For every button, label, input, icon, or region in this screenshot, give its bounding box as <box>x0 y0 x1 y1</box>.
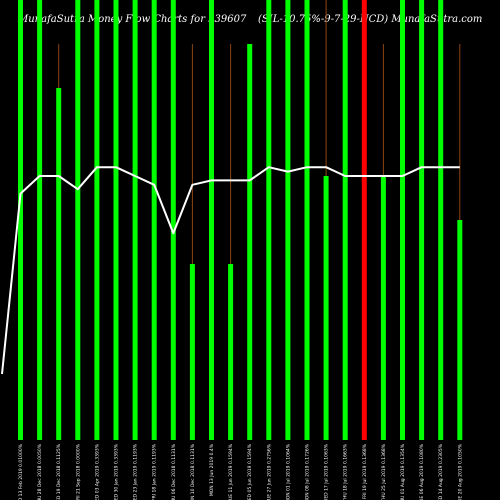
flow-bar <box>247 44 253 440</box>
flow-bar <box>438 0 444 440</box>
x-tick-label: MON 13 Jun 2019 0.4% <box>209 443 215 496</box>
x-tick-label: WED 14 Aug 2019 0.2305% <box>438 443 444 500</box>
chart-title: MunafaSutra Money Flow Charts for 939607 <box>18 14 247 25</box>
flow-bar <box>228 264 234 440</box>
x-tick-label: TUE 11 Jun 2019 0.1594% <box>228 443 234 500</box>
flow-bar <box>342 0 348 440</box>
x-tick-label: TUE 27 Jun 2019 0.2756% <box>266 443 272 500</box>
x-tick-label: MON 01 Jul 2019 0.1064% <box>285 443 291 500</box>
flow-bar <box>132 0 138 440</box>
x-tick-label: TUE 06 Aug 2019 0.1080% <box>419 443 425 500</box>
flow-bar <box>266 0 272 440</box>
flow-bar <box>400 0 405 440</box>
x-tick-label: THU 06 Dec 2018 0.1131% <box>171 443 177 500</box>
x-tick-label: THU 28 Dec 2018 0.0050% <box>37 443 43 500</box>
x-tick-label: WED 19 Dec 2018 0.1125% <box>56 443 62 500</box>
flow-bar <box>37 0 43 440</box>
x-tick-label: THU 18 Jul 2019 0.1663% <box>343 443 349 500</box>
flow-bar <box>323 176 329 440</box>
money-flow-line <box>1 166 460 375</box>
x-tick-label: MON 10 Dec 2018 0.1131% <box>190 443 196 500</box>
flow-bar <box>56 88 62 440</box>
x-tick-label: MON 08 Jul 2019 0.1726% <box>305 443 311 500</box>
x-tick-label: WED 03 Apr 2019 0.3393% <box>94 443 100 500</box>
x-tick-label: THU 01 Aug 2019 0.1354% <box>400 443 406 500</box>
flow-bar <box>380 176 386 440</box>
flow-bar <box>457 220 463 440</box>
x-tick-label: FRI 18 Jan 2019 0.1193% <box>152 443 158 500</box>
x-tick-label: WED 23 Jan 2019 0.1193% <box>133 443 139 500</box>
flow-bar <box>113 0 119 440</box>
flow-bar <box>209 0 214 440</box>
flow-bar <box>189 264 195 440</box>
x-tick-label: WED 17 Jul 2019 0.1063% <box>324 443 330 500</box>
x-tick-label: FRI 19 Jul 2019 0.1368% <box>362 443 368 499</box>
x-tick-label: WED 05 Jun 2019 0.1594% <box>247 443 253 500</box>
x-tick-label: TUE 20 Aug 2019 0.1050% <box>457 443 463 500</box>
flow-bar <box>18 0 23 440</box>
flow-bar <box>361 0 367 440</box>
flow-bar <box>419 0 425 440</box>
flow-bar <box>151 0 157 440</box>
x-tick-label: WED 30 Jan 2019 0.3393% <box>114 443 120 500</box>
chart-subtitle: (SIL-10.75%-9-7-29-NCD) MunafaSutra.com <box>258 14 483 25</box>
flow-bar <box>94 0 100 440</box>
flow-bar <box>285 0 291 440</box>
flow-bar <box>170 0 176 440</box>
x-tick-label: WED 13 Feb 2019 0.01000% <box>18 443 24 500</box>
flow-bar <box>304 0 310 440</box>
x-tick-label: THU 25 Jul 2019 0.1368% <box>381 443 387 500</box>
x-tick-label: FRI 21 Sep 2018 0.0000% <box>75 443 81 500</box>
flow-bar <box>75 0 81 440</box>
